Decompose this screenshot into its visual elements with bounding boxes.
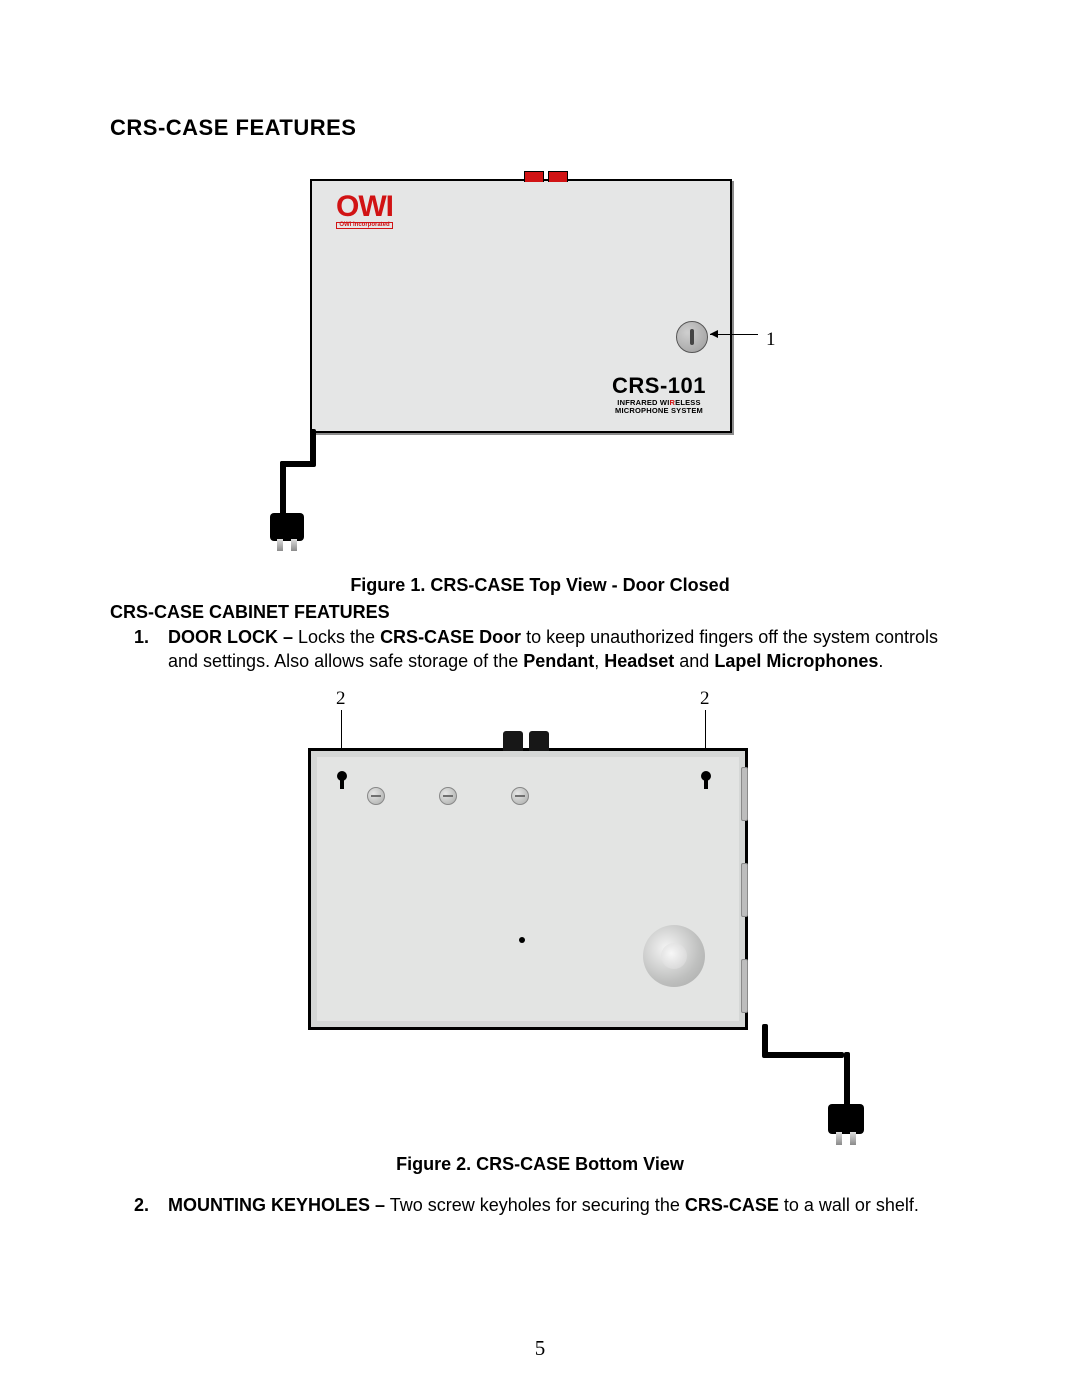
power-cord-icon [844,1052,850,1108]
model-label: CRS-101 INFRARED WIRELESS MICROPHONE SYS… [612,373,706,416]
item-number: 1. [110,625,168,674]
callout-label-2-left: 2 [336,688,346,710]
callout-arrow [710,334,758,335]
connector-icon [529,731,549,751]
section-heading: CRS-CASE FEATURES [110,115,970,141]
connector-icon [503,731,523,751]
hinge-icon [741,959,748,1013]
screw-icon [511,787,529,805]
power-plug-icon [828,1104,864,1134]
item-body: DOOR LOCK – Locks the CRS-CASE Door to k… [168,625,970,674]
dot-icon [519,937,525,943]
feature-item-1: 1. DOOR LOCK – Locks the CRS-CASE Door t… [110,625,970,674]
power-cord-icon [764,1052,844,1058]
page-number: 5 [0,1336,1080,1361]
owi-logo: OWI OWI Incorporated [336,193,393,229]
red-connector-icon [524,171,544,182]
crs-case-top-view: OWI OWI Incorporated CRS-101 INFRARED WI… [310,179,732,433]
knob-icon [643,925,705,987]
power-cord-icon [280,461,286,517]
hinge-icon [741,767,748,821]
power-cord-icon [310,429,316,465]
screw-icon [367,787,385,805]
item-body: MOUNTING KEYHOLES – Two screw keyholes f… [168,1193,970,1217]
door-lock-icon [676,321,708,353]
keyhole-icon [701,771,711,781]
feature-item-2: 2. MOUNTING KEYHOLES – Two screw keyhole… [110,1193,970,1217]
power-plug-icon [270,513,304,541]
screw-icon [439,787,457,805]
cabinet-features-heading: CRS-CASE CABINET FEATURES [110,602,970,623]
callout-label-1: 1 [766,329,776,351]
callout-label-2-right: 2 [700,688,710,710]
figure-1-caption: Figure 1. CRS-CASE Top View - Door Close… [110,575,970,596]
red-connector-icon [548,171,568,182]
figure-1: OWI OWI Incorporated CRS-101 INFRARED WI… [110,161,970,596]
figure-2: 2 2 [110,690,970,1175]
hinge-icon [741,863,748,917]
keyhole-icon [337,771,347,781]
item-number: 2. [110,1193,168,1217]
crs-case-bottom-view [308,748,748,1030]
figure-2-caption: Figure 2. CRS-CASE Bottom View [110,1154,970,1175]
